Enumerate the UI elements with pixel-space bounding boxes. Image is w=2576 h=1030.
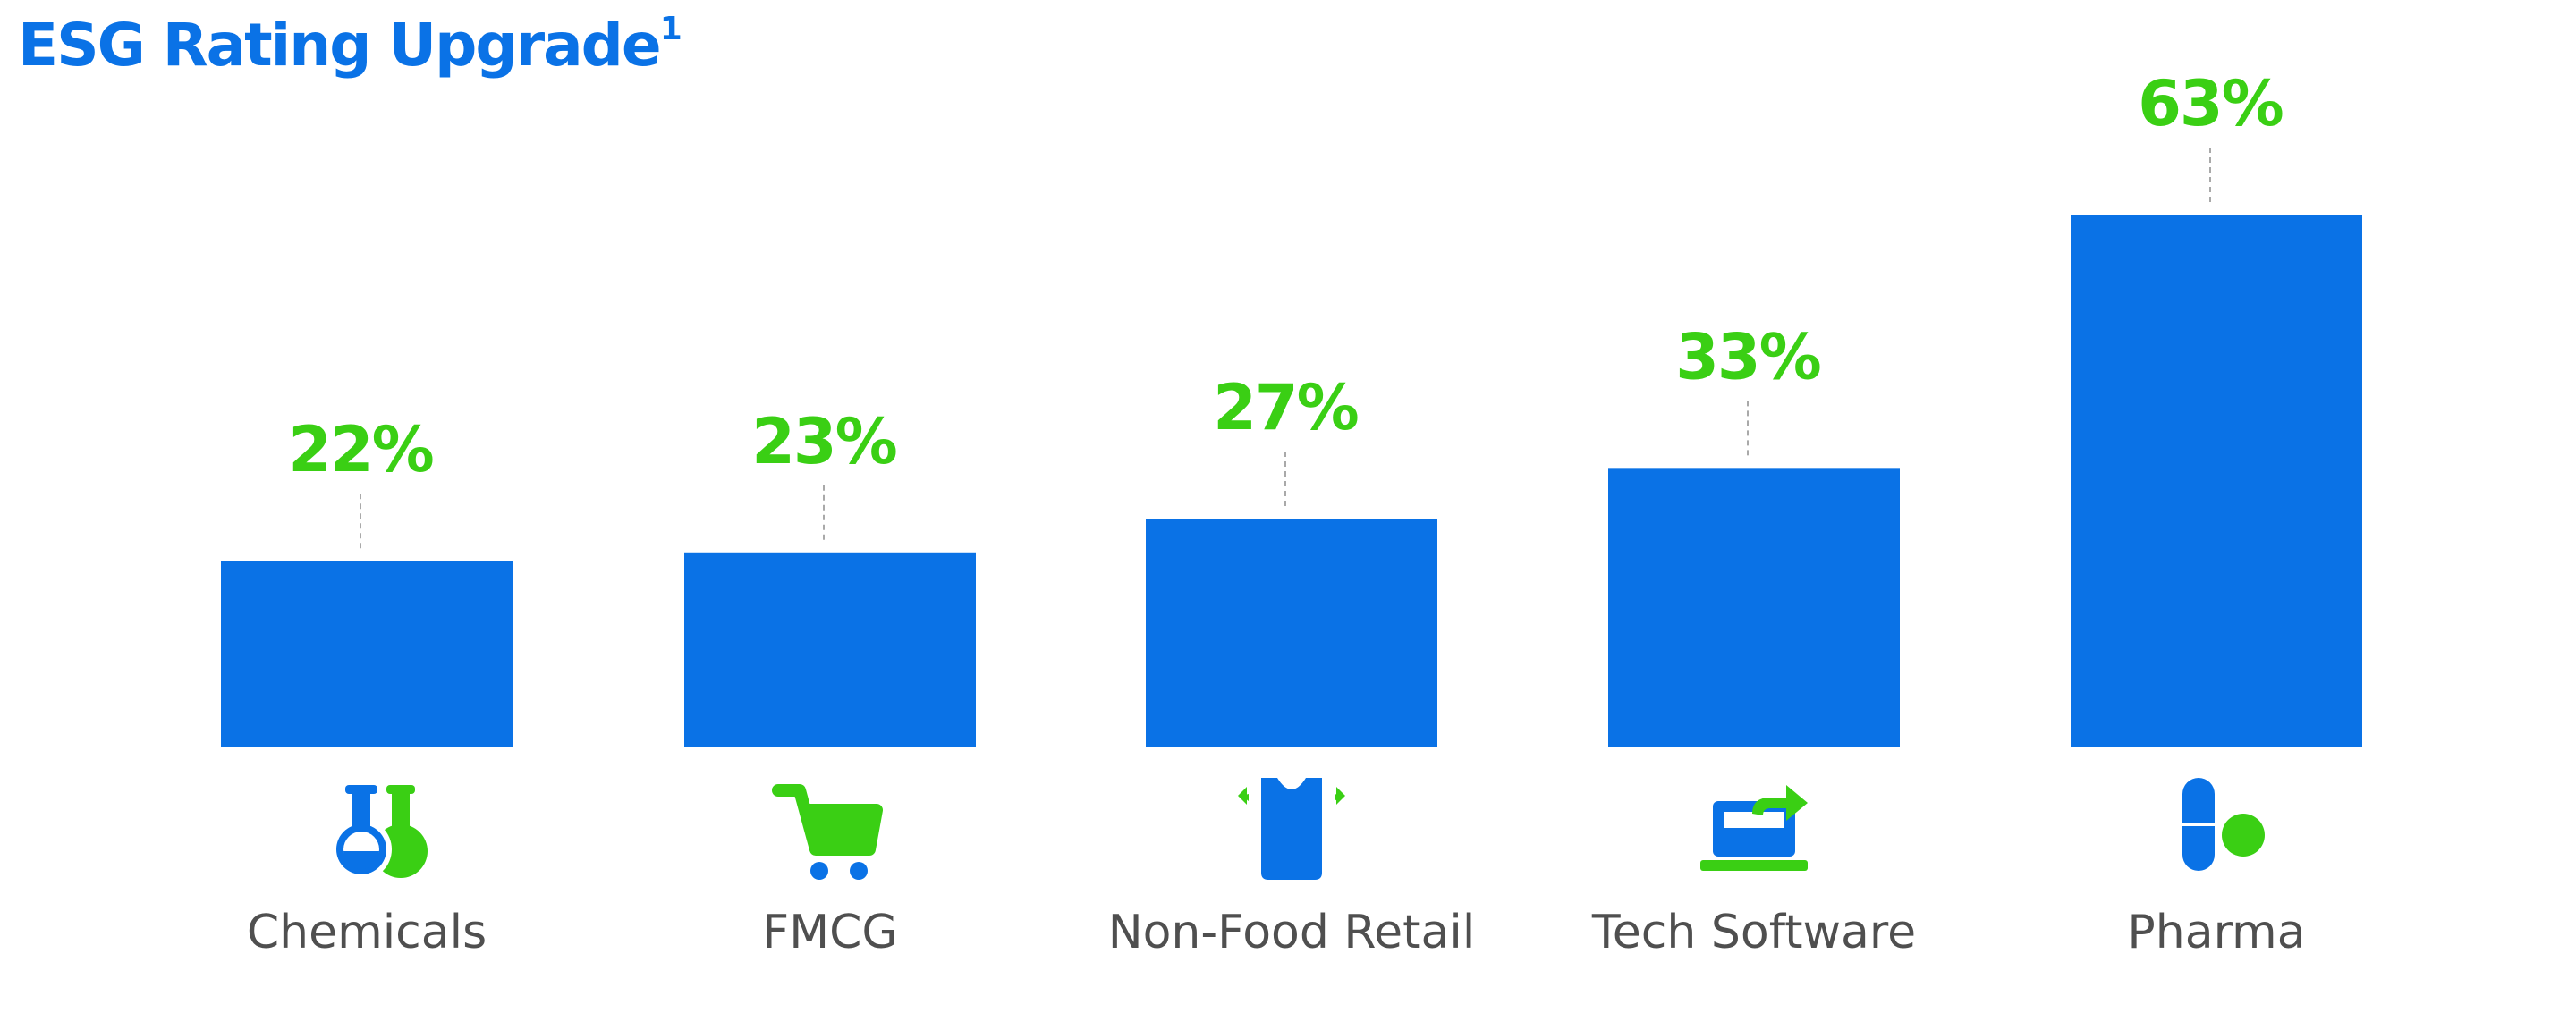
value-label: 33%: [1675, 320, 1820, 393]
category-icons-layer: [331, 778, 2265, 880]
value-label: 22%: [288, 413, 433, 486]
category-label: Chemicals: [247, 906, 487, 959]
value-label: 63%: [2138, 67, 2283, 140]
category-label: FMCG: [762, 906, 897, 959]
bar-chemicals: [221, 561, 513, 747]
value-labels-layer: 22% 23% 27% 33% 63%: [288, 67, 2284, 486]
value-label: 27%: [1213, 371, 1358, 444]
bar-tech-software: [1608, 468, 1900, 747]
category-labels-layer: Chemicals FMCG Non-Food Retail Tech Softwar…: [247, 906, 2306, 959]
shopping-cart-icon: [772, 784, 883, 880]
chart-title-text: ESG Rating Upgrade: [18, 11, 662, 80]
bar-fmcg: [684, 552, 976, 747]
title-footnote-marker: 1: [659, 11, 682, 47]
flask-icon: [331, 785, 428, 880]
leader-lines-layer: [360, 143, 2211, 549]
laptop-arrow-icon: [1700, 785, 1808, 871]
bars-layer: [221, 215, 2362, 747]
value-label: 23%: [751, 405, 896, 478]
chart-title: ESG Rating Upgrade1: [18, 11, 682, 80]
bar-pharma: [2071, 215, 2362, 747]
pill-icon: [2182, 778, 2265, 871]
category-label: Tech Software: [1591, 906, 1916, 959]
bar-non-food-retail: [1146, 519, 1437, 747]
category-label: Non-Food Retail: [1108, 906, 1476, 959]
category-label: Pharma: [2127, 906, 2305, 959]
shirt-icon: [1238, 778, 1345, 880]
